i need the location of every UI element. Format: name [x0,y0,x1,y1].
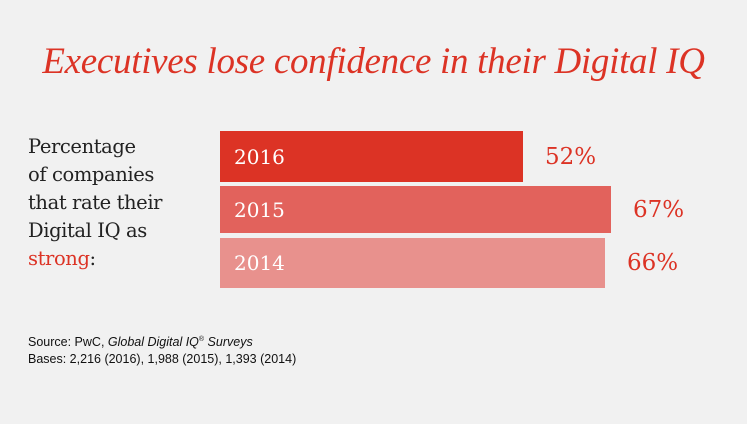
bases-line: Bases: 2,216 (2016), 1,988 (2015), 1,393… [28,352,297,367]
bar-category-label: 2014 [234,251,285,275]
bar-2015: 2015 [220,186,611,233]
bar-2014: 2014 [220,238,605,288]
source-line: Source: PwC, Global Digital IQ® Surveys [28,331,296,351]
source-note: Source: PwC, Global Digital IQ® Surveys … [28,331,296,368]
description-line: of companies [28,163,154,186]
description-line: that rate their [28,191,163,214]
bar-category-label: 2015 [234,197,285,222]
description-line: Percentage [28,135,136,158]
bar-value-label: 66% [627,250,679,276]
source-survey-suffix: Surveys [204,335,253,350]
description-line: strong: [28,245,162,273]
bar-value-label: 52% [545,143,597,170]
chart-title: Executives lose confidence in their Digi… [42,41,705,82]
bar-2016: 2016 [220,131,523,182]
registered-mark: ® [198,336,205,343]
description-line: Digital IQ as [28,219,147,242]
source-survey-name: Global Digital IQ [107,335,199,350]
bar-value-label: 67% [633,196,685,223]
chart-description: Percentage of companies that rate their … [28,133,162,273]
bar-category-label: 2016 [234,144,285,169]
description-suffix: : [89,247,97,270]
highlight-word: strong [28,247,90,270]
source-prefix: Source: PwC, [28,335,108,350]
